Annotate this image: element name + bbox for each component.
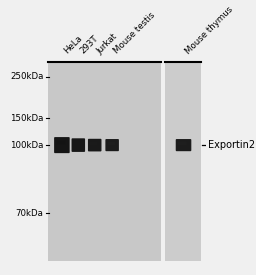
FancyBboxPatch shape <box>178 142 187 145</box>
FancyBboxPatch shape <box>71 138 85 152</box>
Text: Mouse thymus: Mouse thymus <box>184 5 234 56</box>
FancyBboxPatch shape <box>54 137 70 153</box>
FancyBboxPatch shape <box>88 139 101 152</box>
Text: 293T: 293T <box>78 34 100 56</box>
Text: 70kDa: 70kDa <box>16 209 44 218</box>
FancyBboxPatch shape <box>105 139 119 151</box>
Text: Exportin2: Exportin2 <box>208 140 255 150</box>
Text: Jurkat: Jurkat <box>95 32 119 56</box>
Text: 100kDa: 100kDa <box>10 141 44 150</box>
FancyBboxPatch shape <box>108 142 115 145</box>
FancyBboxPatch shape <box>176 139 191 151</box>
Text: Mouse testis: Mouse testis <box>112 11 157 56</box>
FancyBboxPatch shape <box>90 141 98 145</box>
Text: 250kDa: 250kDa <box>10 73 44 81</box>
FancyBboxPatch shape <box>74 141 81 145</box>
Bar <box>165 62 201 262</box>
Bar <box>48 62 161 262</box>
Text: 150kDa: 150kDa <box>10 114 44 123</box>
FancyBboxPatch shape <box>57 141 65 145</box>
Text: HeLa: HeLa <box>62 34 84 56</box>
